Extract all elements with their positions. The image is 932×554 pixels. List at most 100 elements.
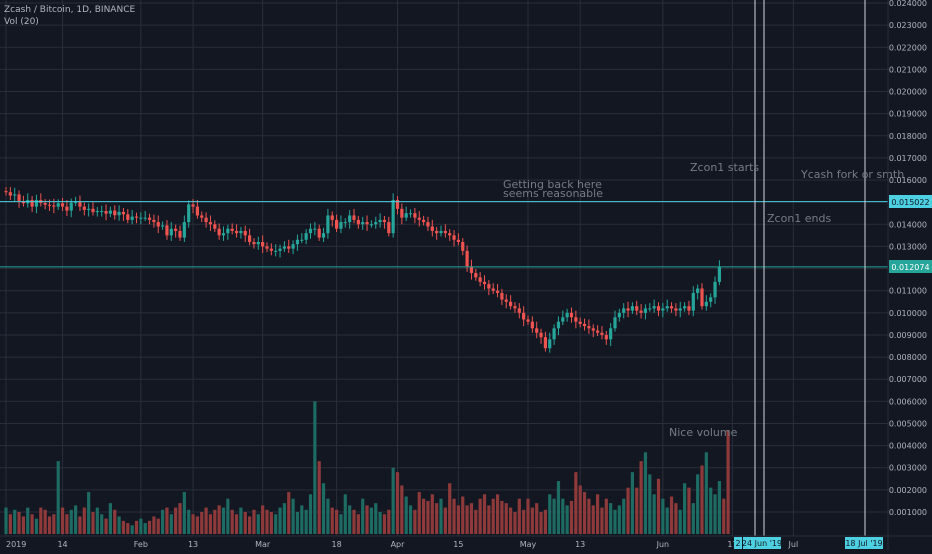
candle-body	[552, 328, 556, 340]
volume-bar	[165, 507, 169, 534]
candle-body	[343, 222, 347, 224]
volume-bar	[417, 492, 421, 534]
candle-body	[482, 281, 487, 285]
volume-bar	[248, 516, 252, 534]
candle-body	[361, 222, 365, 225]
volume-bar	[269, 512, 273, 534]
candle-body	[582, 323, 587, 327]
candle-body	[622, 308, 626, 313]
candle-body	[147, 217, 152, 220]
symbol-title[interactable]: Zcash / Bitcoin, 1D, BINANCE	[4, 5, 136, 15]
candle-body	[313, 228, 317, 230]
time-axis[interactable]: 2019 14 Feb 13 Mar 18 Apr 15 May 13 Jun 17 Jul	[0, 535, 932, 549]
volume-bar	[356, 514, 360, 534]
volume-bar	[717, 481, 721, 534]
time-tick-label: 15	[453, 540, 463, 549]
volume-bar	[43, 509, 47, 534]
vertical-markers[interactable]	[754, 0, 866, 536]
volume-bar	[243, 512, 247, 534]
candle-body	[274, 250, 278, 252]
candle-body	[234, 230, 239, 234]
candle-body	[17, 194, 21, 202]
volume-bar	[221, 507, 226, 534]
candle-body	[404, 213, 408, 218]
candle-body	[408, 213, 413, 215]
candle-body	[413, 213, 417, 218]
time-tick-label: Feb	[134, 540, 148, 549]
volume-bar	[126, 523, 130, 534]
volume-bar	[439, 498, 443, 534]
volume-bar	[630, 472, 634, 534]
candle-body	[713, 281, 717, 298]
price-tick-label: 0.006000	[889, 397, 927, 406]
time-tick-label: 13	[575, 540, 585, 549]
annotation-zcon1-starts[interactable]: Zcon1 starts	[690, 161, 759, 174]
volume-bar	[704, 452, 708, 534]
candle-body	[335, 219, 339, 229]
volume-bar	[4, 507, 8, 534]
volume-bar	[217, 505, 221, 534]
volume-bar	[448, 483, 452, 534]
candle-body	[300, 239, 304, 241]
candle-body	[509, 301, 513, 307]
price-tick-label: 0.023000	[889, 21, 927, 30]
volume-bar	[430, 494, 434, 534]
candle-body	[143, 217, 147, 219]
volume-bar	[147, 520, 152, 534]
volume-bar	[530, 507, 534, 534]
volume-bar	[226, 498, 230, 534]
candle-body	[121, 211, 126, 215]
volume-bar	[156, 518, 160, 534]
candle-body	[365, 222, 369, 225]
volume-bar	[343, 494, 347, 534]
volume-bar	[326, 498, 330, 534]
volume-bar	[47, 516, 52, 534]
candle-body	[8, 192, 12, 196]
volume-bar	[335, 509, 339, 534]
volume-bar	[565, 505, 569, 534]
annotation-seems-reasonable[interactable]: seems reasonable	[503, 187, 603, 200]
annotations[interactable]: Zcon1 starts Ycash fork or smth Getting …	[503, 161, 904, 439]
volume-bar	[504, 503, 508, 534]
volume-indicator-label[interactable]: Vol (20)	[4, 17, 39, 27]
candle-body	[452, 235, 456, 240]
price-axis[interactable]: 0.024000 0.023000 0.022000 0.021000 0.020000…	[887, 0, 927, 550]
chart-legend: Zcash / Bitcoin, 1D, BINANCE Vol (20)	[4, 4, 135, 28]
candle-body	[330, 215, 334, 220]
annotation-nice-volume[interactable]: Nice volume	[669, 426, 738, 439]
time-tick-label: Mar	[255, 540, 271, 549]
candle-body	[661, 308, 665, 311]
volume-bar	[295, 512, 300, 534]
volume-bar	[408, 505, 413, 534]
candle-body	[30, 199, 34, 207]
annotation-getting-back[interactable]: Getting back here	[503, 178, 602, 191]
annotation-ycash-fork[interactable]: Ycash fork or smth	[800, 168, 904, 181]
volume-bar	[95, 507, 99, 534]
candle-body	[126, 214, 130, 220]
candle-body	[317, 228, 321, 238]
candle-body	[104, 211, 108, 214]
volume-bar	[591, 505, 595, 534]
volume-bar	[274, 514, 278, 534]
volume-bar	[561, 498, 565, 534]
volume-bar	[665, 507, 669, 534]
volume-bar	[413, 509, 417, 534]
volume-bar	[609, 503, 613, 534]
candle-body	[561, 317, 565, 322]
volume-bar	[469, 503, 474, 534]
volume-bar	[182, 492, 186, 534]
candle-body	[687, 306, 691, 311]
axis-tags: 0.015022 0.012074 2 24 Jun '19 18 Jul '1…	[734, 195, 932, 549]
candle-body	[82, 206, 86, 210]
candle-body	[265, 246, 269, 249]
volume-bar	[613, 509, 617, 534]
annotation-zcon1-ends[interactable]: Zcon1 ends	[767, 212, 832, 225]
volume-bar	[582, 492, 587, 534]
volume-bar	[174, 507, 178, 534]
candle-body	[256, 242, 260, 245]
candle-body	[152, 219, 156, 223]
horizontal-levels[interactable]	[0, 201, 888, 268]
time-tick-label: 18	[332, 540, 342, 549]
